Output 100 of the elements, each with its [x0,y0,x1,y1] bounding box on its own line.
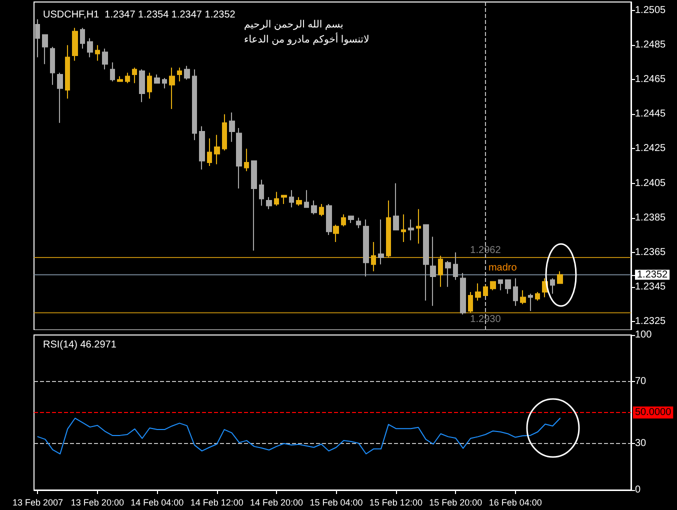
candlestick [207,138,212,166]
candlestick [386,200,391,258]
x-tick-label: 13 Feb 2007 [12,498,64,508]
x-tick-label: 15 Feb 12:00 [369,498,422,508]
candlestick [274,191,279,206]
candlestick [236,128,242,189]
candlestick [296,196,302,206]
candlestick [468,292,473,314]
candlestick [319,203,324,217]
annotation: لاتنسوا أخوكم مادرو من الدعاء [244,32,370,46]
candlestick [259,179,264,206]
y-tick-label: 1.2345 [635,281,666,292]
candlestick [408,219,414,241]
candlestick [125,72,130,84]
candlestick [326,203,332,236]
candlestick [371,241,376,272]
x-tick-label: 15 Feb 04:00 [310,498,363,508]
candlestick [199,126,205,170]
candlestick [438,255,443,288]
y-tick-label: 1.2405 [635,178,666,189]
text: USDCHF,H1 1.2347 1.2354 1.2347 1.2352 [43,10,236,20]
y-tick-label: 1.2465 [635,74,666,86]
candlestick [348,216,354,224]
annotation: 1.2962 [470,244,502,256]
candlestick [229,112,235,142]
y-tick-label: 0 [635,484,641,496]
candlestick [401,214,406,242]
candlestick [184,65,190,80]
candlestick [378,219,384,265]
candlestick [117,76,123,82]
candlestick [557,270,563,284]
candlestick [423,224,429,302]
y-tick-label: 1.2445 [635,108,666,120]
candlestick [535,292,540,302]
y-tick-label: 100 [635,330,652,340]
candlestick [490,281,496,291]
candlestick [154,74,160,84]
x-tick-label: 14 Feb 20:00 [250,498,304,508]
annotation: بسم الله الرحمن الرحيم [244,20,344,30]
x-tick-label: 16 Feb 04:00 [488,498,542,508]
candlestick [244,148,249,172]
candlestick [363,219,369,277]
candlestick [550,278,555,294]
ref-line-label: 50.0000 [635,407,672,418]
y-tick-label: 1.2365 [635,246,666,258]
candlestick [333,224,339,242]
candlestick [430,236,436,306]
candlestick [416,208,421,244]
candlestick [520,290,526,305]
candlestick [289,190,294,208]
y-tick-label: 1.2425 [635,143,666,154]
candlestick [87,38,93,58]
candlestick [214,134,220,165]
candlestick [266,196,272,210]
candlestick [505,279,511,294]
candlestick [475,282,481,302]
candlestick [35,18,40,58]
candlestick [483,284,488,296]
candlestick [42,34,48,65]
x-tick-label: 14 Feb 04:00 [130,498,184,508]
y-tick-label: 30 [635,438,647,449]
candlestick [341,214,346,227]
candlestick [356,217,361,229]
ref-line-label: madro [488,262,518,274]
candlestick [513,278,518,306]
candlestick [281,194,287,204]
candlestick [102,48,108,70]
candlestick [311,200,317,215]
candlestick [222,114,227,151]
x-tick-label: 15 Feb 20:00 [429,498,482,508]
y-tick-label: 1.2385 [635,212,666,224]
y-tick-label: 1.2485 [635,40,666,51]
candlestick [460,272,466,315]
y-tick-label: 1.2352 [637,269,668,280]
candlestick [498,279,503,291]
candlestick [139,68,145,103]
candlestick [445,260,451,288]
candlestick [304,190,309,208]
candlestick [80,27,85,50]
candlestick [50,46,55,86]
y-tick-label: 1.2325 [635,316,666,327]
candlestick [251,160,257,252]
candlestick [147,72,152,100]
candlestick [57,72,63,124]
candlestick [393,182,399,230]
candlestick [177,67,182,82]
x-tick-label: 13 Feb 20:00 [70,498,124,508]
annotation: 1.2930 [470,314,502,326]
candlestick [453,252,458,280]
line-series [37,418,561,454]
x-tick-label: 14 Feb 12:00 [190,498,244,508]
candlestick [65,44,70,100]
y-tick-label: 70 [635,376,647,387]
candlestick [192,68,197,141]
candlestick [72,27,78,62]
candlestick [110,62,115,82]
candlestick [132,67,137,84]
candlestick [169,67,175,110]
chart-title: RSI(14) 46.2971 [43,340,117,350]
y-tick-label: 1.2505 [635,5,666,16]
